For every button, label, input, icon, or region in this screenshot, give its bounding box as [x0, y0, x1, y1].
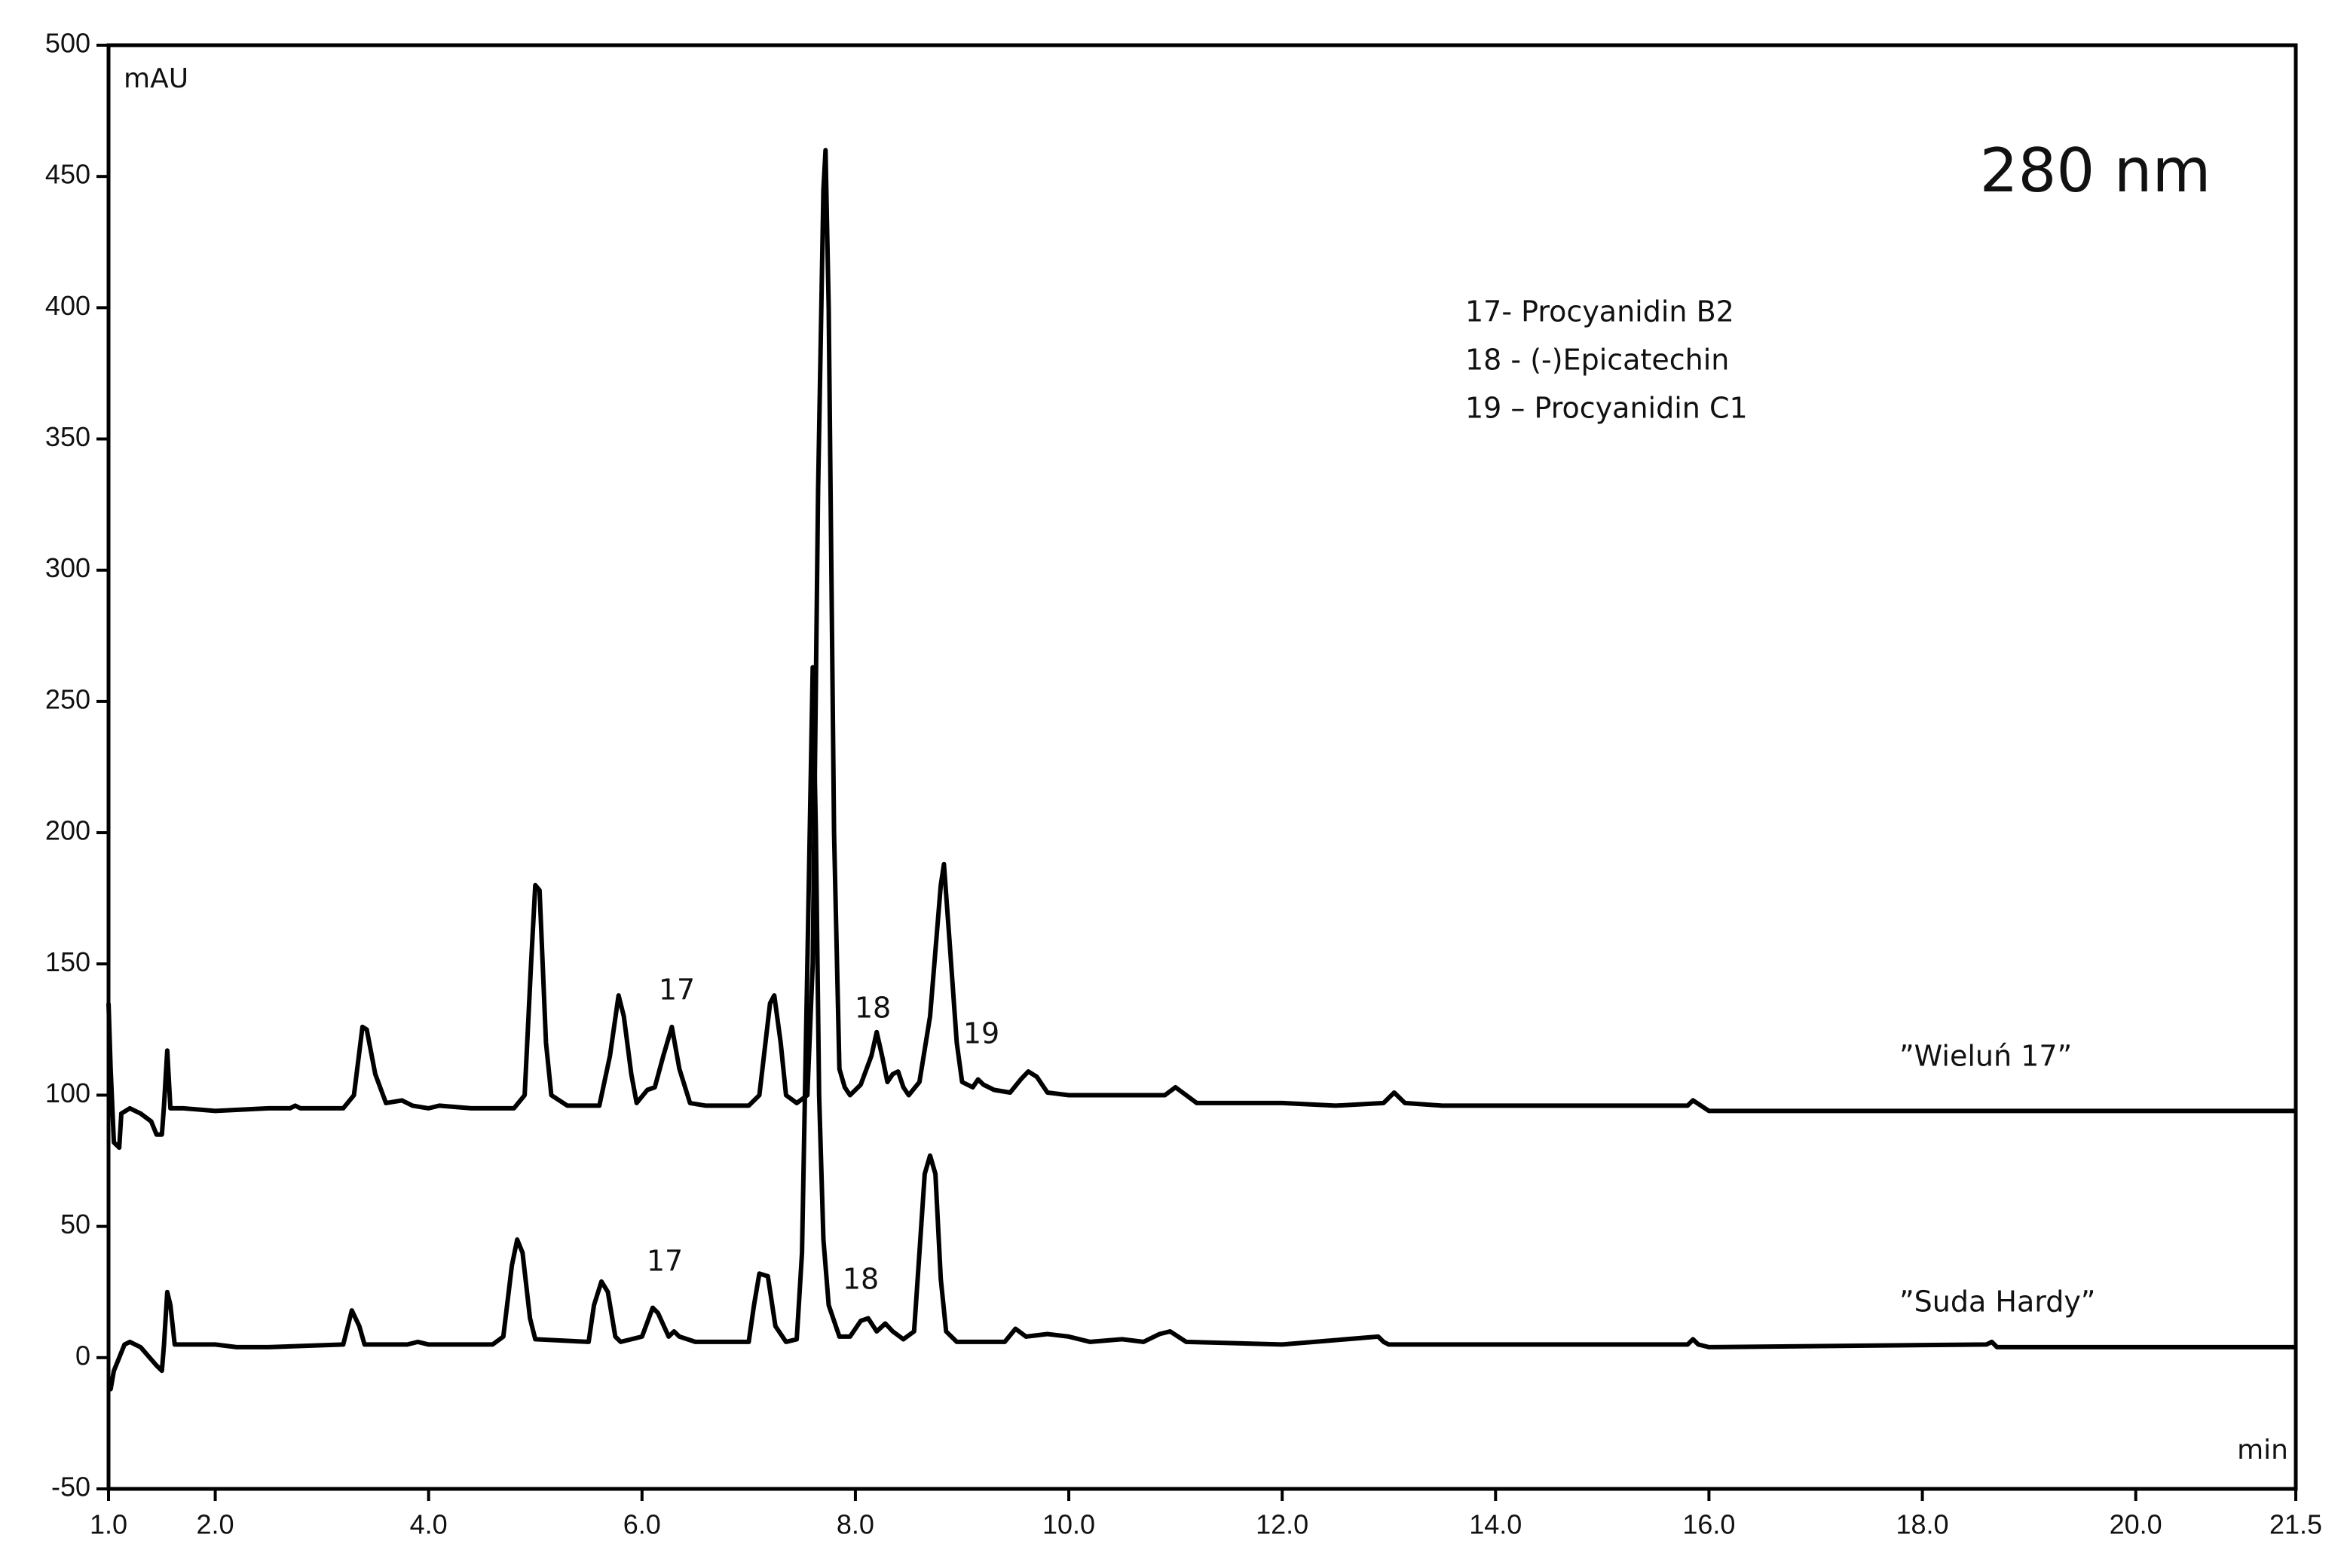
y-tick-label: 50	[60, 1209, 90, 1239]
legend-line: 19 – Procyanidin C1	[1465, 392, 1748, 425]
peak-label: 18	[855, 992, 891, 1025]
legend-line: 18 - (-)Epicatechin	[1465, 344, 1729, 377]
y-tick-label: 100	[45, 1077, 90, 1108]
series-line	[106, 665, 2296, 1392]
y-tick-label: 400	[45, 290, 90, 321]
x-tick-label: 18.0	[1896, 1509, 1948, 1540]
y-tick-label: 250	[45, 683, 90, 714]
y-tick-label: 300	[45, 552, 90, 583]
plot-frame	[106, 43, 2298, 1491]
x-tick-label: 16.0	[1682, 1509, 1735, 1540]
peak-label: 17	[659, 974, 695, 1007]
x-tick-label: 6.0	[623, 1509, 661, 1540]
peak-label: 19	[963, 1017, 999, 1050]
x-tick-label: 10.0	[1042, 1509, 1095, 1540]
x-tick-label: 8.0	[837, 1509, 874, 1540]
y-axis-label: mAU	[124, 63, 188, 94]
peak-label: 17	[647, 1245, 683, 1278]
legend-line: 17- Procyanidin B2	[1465, 295, 1734, 329]
y-tick-label: 500	[45, 28, 90, 59]
y-tick-label: 0	[75, 1340, 90, 1371]
x-tick-label: 21.5	[2269, 1509, 2322, 1540]
y-tick-label: 350	[45, 421, 90, 452]
peak-label: 18	[843, 1263, 879, 1296]
y-tick-label: 200	[45, 815, 90, 846]
series-line	[106, 148, 2296, 1151]
x-tick-label: 12.0	[1256, 1509, 1308, 1540]
chart-title: 280 nm	[1980, 136, 2211, 206]
x-axis-label: min	[2237, 1435, 2288, 1466]
x-tick-label: 1.0	[90, 1509, 127, 1540]
y-tick-label: -50	[51, 1472, 90, 1502]
x-tick-label: 4.0	[410, 1509, 448, 1540]
series-label: ”Wieluń 17”	[1899, 1040, 2072, 1073]
x-tick-label: 20.0	[2110, 1509, 2162, 1540]
series-label: ”Suda Hardy”	[1899, 1285, 2096, 1319]
y-tick-label: 150	[45, 946, 90, 977]
x-tick-label: 2.0	[197, 1509, 234, 1540]
x-tick-label: 14.0	[1469, 1509, 1522, 1540]
y-tick-label: 450	[45, 159, 90, 190]
